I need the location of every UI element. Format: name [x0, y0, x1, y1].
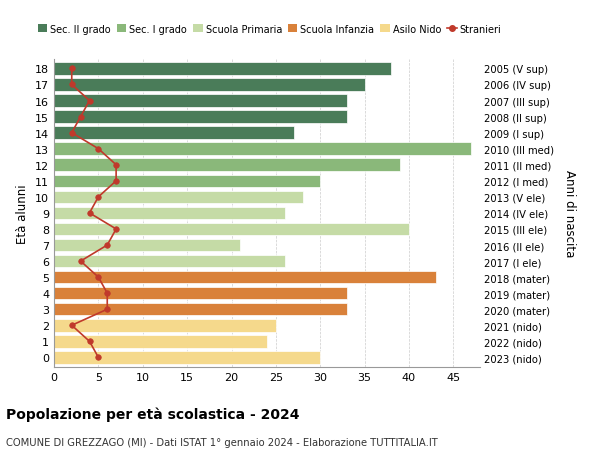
Bar	[54, 175, 320, 188]
Text: COMUNE DI GREZZAGO (MI) - Dati ISTAT 1° gennaio 2024 - Elaborazione TUTTITALIA.I: COMUNE DI GREZZAGO (MI) - Dati ISTAT 1° …	[6, 437, 438, 447]
Legend: Sec. II grado, Sec. I grado, Scuola Primaria, Scuola Infanzia, Asilo Nido, Stran: Sec. II grado, Sec. I grado, Scuola Prim…	[38, 24, 502, 34]
Bar	[54, 271, 436, 284]
Y-axis label: Anni di nascita: Anni di nascita	[563, 170, 575, 257]
Bar	[54, 319, 276, 332]
Bar	[54, 111, 347, 123]
Bar	[54, 223, 409, 236]
Bar	[54, 159, 400, 172]
Bar	[54, 336, 267, 348]
Y-axis label: Età alunni: Età alunni	[16, 184, 29, 243]
Bar	[54, 207, 285, 220]
Bar	[54, 351, 320, 364]
Bar	[54, 95, 347, 107]
Bar	[54, 255, 285, 268]
Bar	[54, 191, 302, 204]
Bar	[54, 143, 471, 156]
Bar	[54, 63, 391, 76]
Text: Popolazione per età scolastica - 2024: Popolazione per età scolastica - 2024	[6, 406, 299, 421]
Bar	[54, 303, 347, 316]
Bar	[54, 127, 293, 140]
Bar	[54, 79, 365, 91]
Bar	[54, 239, 241, 252]
Bar	[54, 287, 347, 300]
